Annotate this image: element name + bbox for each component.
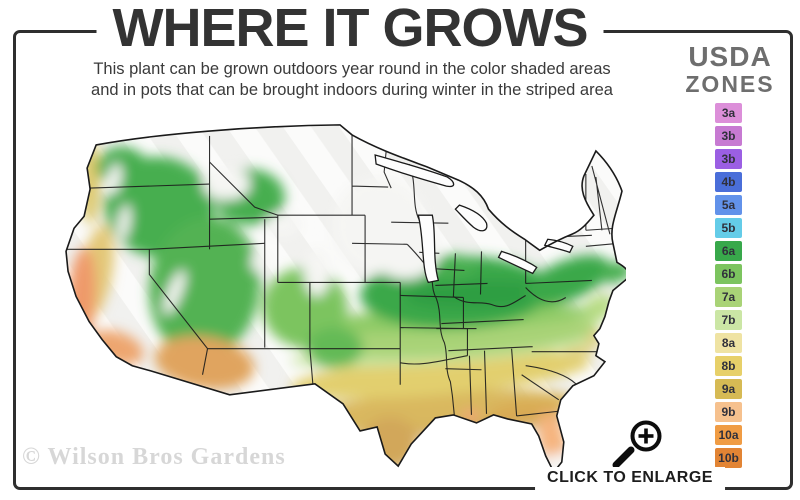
legend-zone-6b: 6b [715, 264, 742, 284]
magnifier-plus-icon[interactable] [606, 416, 670, 477]
us-outline [65, 124, 630, 474]
legend-zone-10a: 10a [715, 425, 742, 445]
legend-heading-usda: USDA [688, 41, 772, 72]
legend-zone-7b: 7b [715, 310, 742, 330]
legend-heading-zones: ZONES [685, 71, 775, 97]
usda-zone-map[interactable] [54, 121, 630, 481]
subtitle-line-2: and in pots that can be brought indoors … [91, 81, 613, 99]
subtitle: This plant can be grown outdoors year ro… [85, 59, 619, 101]
watermark: © Wilson Bros Gardens [22, 444, 286, 470]
legend-zone-4b: 4b [715, 172, 742, 192]
page-title: WHERE IT GROWS [96, 0, 604, 56]
legend-zone-5b: 5b [715, 218, 742, 238]
subtitle-line-1: This plant can be grown outdoors year ro… [93, 60, 611, 78]
legend-zone-3b-2: 3b [715, 149, 742, 169]
legend-zone-9b: 9b [715, 402, 742, 422]
legend-zone-7a: 7a [715, 287, 742, 307]
legend-zone-8a: 8a [715, 333, 742, 353]
legend-zone-10b: 10b [715, 448, 742, 468]
legend-zone-3a: 3a [715, 103, 742, 123]
legend-zone-9a: 9a [715, 379, 742, 399]
legend-zone-3b: 3b [715, 126, 742, 146]
map-fill-layers [66, 124, 629, 473]
legend-heading: USDA ZONES [672, 42, 788, 97]
click-to-enlarge-button[interactable]: CLICK TO ENLARGE [535, 467, 725, 493]
great-lakes [374, 154, 574, 284]
legend-zone-6a: 6a [715, 241, 742, 261]
legend-zone-5a: 5a [715, 195, 742, 215]
legend-zone-8b: 8b [715, 356, 742, 376]
usda-zones-legend: 3a 3b 3b 4b 5a 5b 6a 6b 7a 7b 8a 8b 9a 9… [715, 103, 742, 471]
